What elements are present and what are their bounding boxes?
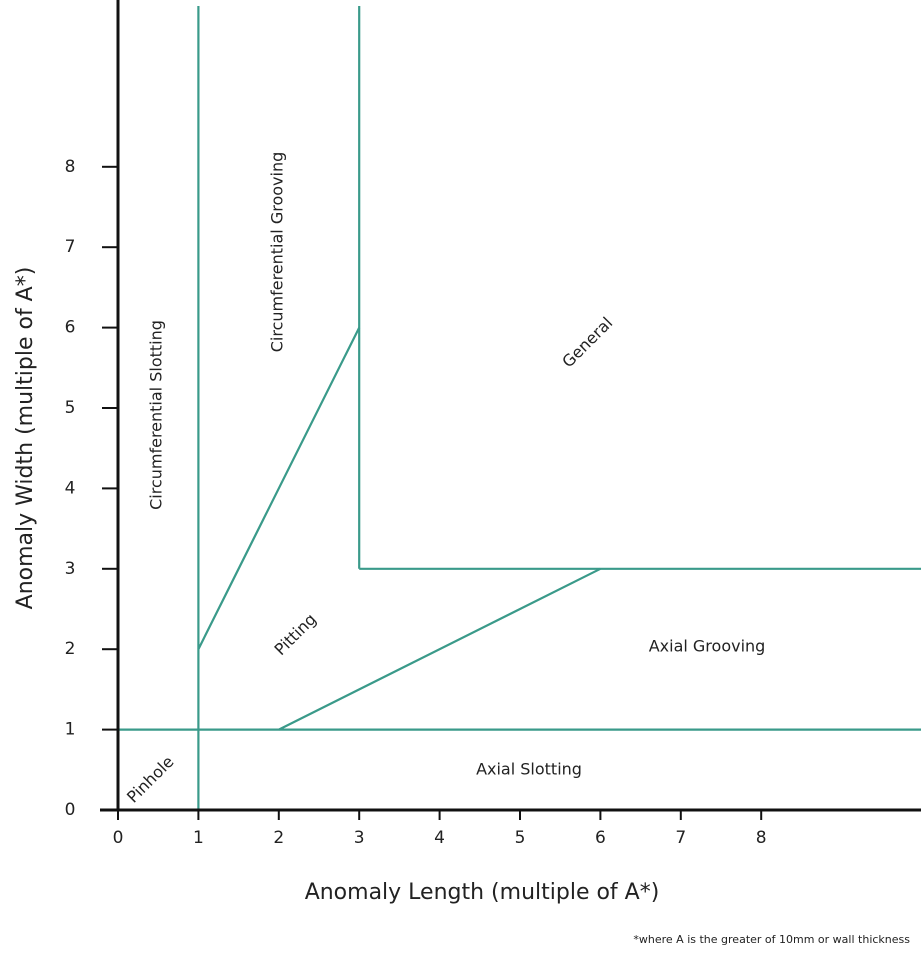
y-tick-label: 5	[65, 398, 76, 418]
y-tick-label: 6	[65, 318, 76, 338]
y-tick-label: 7	[65, 237, 76, 257]
region-label: Circumferential Slotting	[147, 320, 166, 510]
region-label: Axial Grooving	[649, 637, 766, 656]
y-tick-label: 1	[65, 720, 76, 740]
x-tick-label: 6	[595, 828, 606, 848]
x-tick-label: 1	[193, 828, 204, 848]
y-tick-label: 2	[65, 639, 76, 659]
region-label: Pinhole	[123, 752, 178, 807]
x-tick-label: 5	[515, 828, 526, 848]
y-tick-label: 4	[65, 478, 76, 498]
x-tick-label: 3	[354, 828, 365, 848]
y-tick-label: 0	[65, 800, 76, 820]
region-label: Axial Slotting	[476, 760, 582, 779]
x-axis-label: Anomaly Length (multiple of A*)	[305, 880, 660, 905]
footnote: *where A is the greater of 10mm or wall …	[633, 933, 910, 946]
boundary-line	[197, 327, 361, 650]
x-tick-label: 2	[273, 828, 284, 848]
x-tick-label: 8	[756, 828, 767, 848]
y-tick-label: 8	[65, 157, 76, 177]
y-tick-label: 3	[65, 559, 76, 579]
region-label: General	[558, 313, 616, 371]
region-label: Pitting	[271, 610, 321, 660]
region-label: Circumferential Grooving	[268, 152, 287, 353]
x-tick-label: 7	[675, 828, 686, 848]
y-axis-label: Anomaly Width (multiple of A*)	[13, 267, 38, 610]
x-tick-label: 0	[113, 828, 124, 848]
x-tick-label: 4	[434, 828, 445, 848]
boundary-line	[278, 567, 601, 731]
